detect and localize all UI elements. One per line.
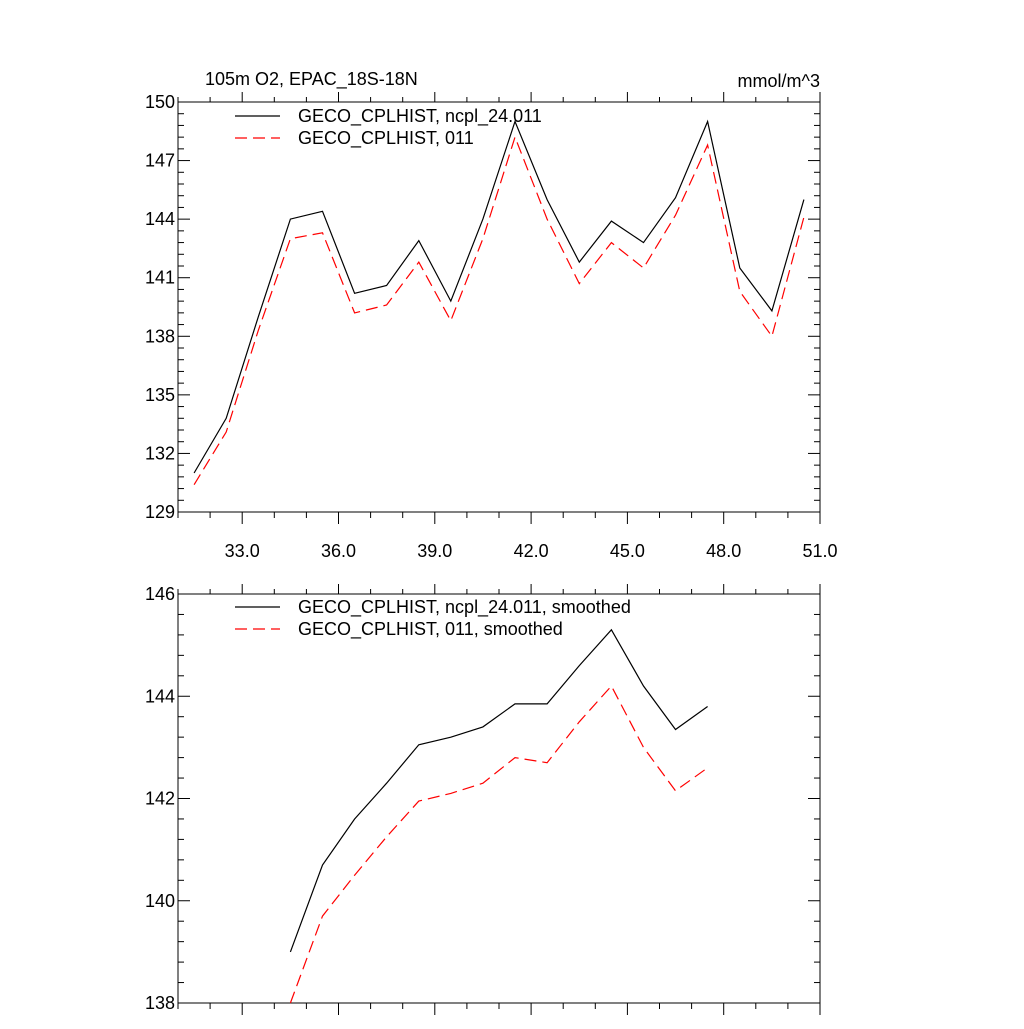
series-line-control	[289, 684, 708, 1004]
y-tick-label: 147	[145, 151, 175, 171]
y-tick-label: 138	[145, 993, 175, 1013]
y-tick-label: 129	[145, 502, 175, 522]
top-chart-title: 105m O2, EPAC_18S-18N	[205, 69, 418, 90]
x-tick-label: 42.0	[514, 541, 549, 561]
x-tick-label: 45.0	[610, 541, 645, 561]
plot-frame	[177, 593, 821, 1004]
legend-label: GECO_CPLHIST, 011	[298, 128, 474, 149]
x-tick-label: 39.0	[417, 541, 452, 561]
y-tick-label: 141	[145, 268, 175, 288]
y-tick-label: 146	[145, 584, 175, 604]
series-line-ncpl	[193, 119, 805, 474]
plot-frame	[177, 101, 821, 513]
y-tick-label: 150	[145, 92, 175, 112]
y-tick-label: 144	[145, 686, 175, 706]
x-tick-label: 33.0	[225, 541, 260, 561]
y-tick-label: 144	[145, 209, 175, 229]
legend-label: GECO_CPLHIST, ncpl_24.011, smoothed	[298, 597, 631, 618]
x-tick-label: 51.0	[802, 541, 837, 561]
y-tick-label: 138	[145, 326, 175, 346]
x-tick-label: 36.0	[321, 541, 356, 561]
legend-label: GECO_CPLHIST, ncpl_24.011	[298, 106, 542, 127]
y-tick-label: 135	[145, 385, 175, 405]
top-chart-units: mmol/m^3	[738, 71, 820, 91]
series-line-ncpl	[289, 628, 708, 953]
series-line-control	[193, 135, 805, 486]
legend-label: GECO_CPLHIST, 011, smoothed	[298, 619, 563, 640]
bottom-panel: 138 140 142 144 146 GECO_CPLHIST, ncpl_24.011…	[145, 584, 821, 1015]
top-panel: 105m O2, EPAC_18S-18N mmol/m^3 129 132 135…	[145, 69, 838, 561]
y-tick-label: 132	[145, 443, 175, 463]
y-tick-label: 142	[145, 789, 175, 809]
x-tick-label: 48.0	[706, 541, 741, 561]
y-tick-label: 140	[145, 891, 175, 911]
